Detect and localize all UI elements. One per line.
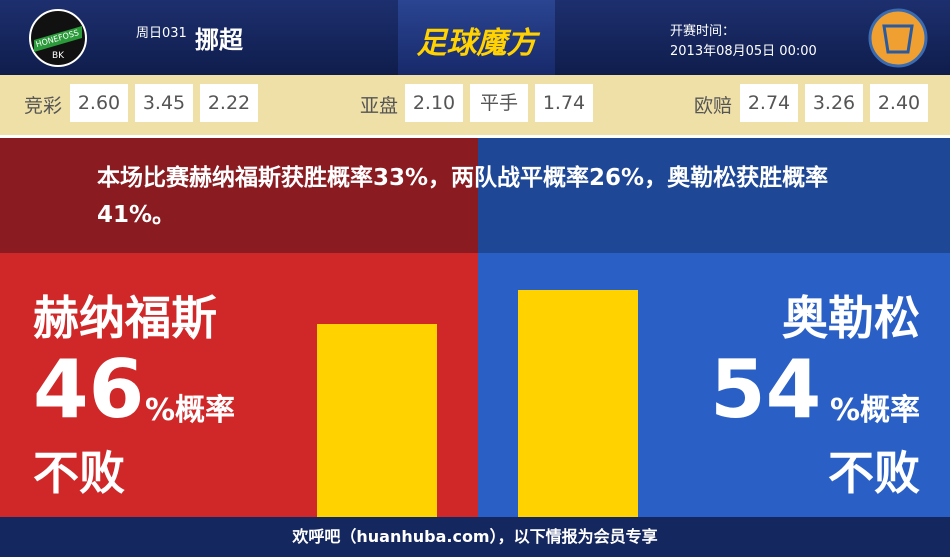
- percent-suffix: %概率: [145, 393, 236, 428]
- odds-value: 1.74: [535, 84, 593, 122]
- odds-value: 平手: [470, 84, 528, 122]
- home-logo: HONEFOSS BK: [29, 9, 87, 67]
- footer: 欢呼吧（huanhuba.com），以下情报为会员专享: [0, 517, 950, 557]
- team-name: 赫纳福斯: [33, 291, 217, 345]
- odds-label: 竞彩: [24, 95, 63, 117]
- odds-value: 2.60: [70, 84, 128, 122]
- bar: [317, 323, 437, 517]
- panel: [0, 138, 478, 253]
- odds-value: 2.22: [200, 84, 258, 122]
- percent-suffix: %概率: [829, 393, 920, 428]
- percent: 54: [710, 343, 822, 436]
- bar: [518, 290, 638, 517]
- odds-label: 欧赔: [694, 95, 733, 117]
- odds-value: 2.74: [740, 84, 798, 122]
- away-logo: [868, 8, 928, 68]
- percent: 46: [33, 343, 145, 436]
- team-name: 奥勒松: [782, 291, 920, 345]
- odds-label: 亚盘: [360, 95, 399, 117]
- kickoff-time: 2013年08月05日 00:00: [670, 44, 817, 59]
- summary: 本场比赛赫纳福斯获胜概率33%，两队战平概率26%，奥勒松获胜概率41%。: [97, 165, 829, 228]
- brand-box: [398, 0, 555, 75]
- odds-value: 3.26: [805, 84, 863, 122]
- panel: [478, 138, 950, 253]
- status: 不败: [33, 446, 125, 500]
- kickoff-label: 开赛时间：: [670, 24, 736, 39]
- league: 挪超: [195, 26, 243, 54]
- match-no: 周日031: [136, 26, 187, 41]
- odds-value: 2.10: [405, 84, 463, 122]
- logo-text: BK: [52, 51, 65, 61]
- odds-value: 2.40: [870, 84, 928, 122]
- brand: 足球魔方: [416, 26, 537, 61]
- status: 不败: [828, 446, 920, 500]
- odds-value: 3.45: [135, 84, 193, 122]
